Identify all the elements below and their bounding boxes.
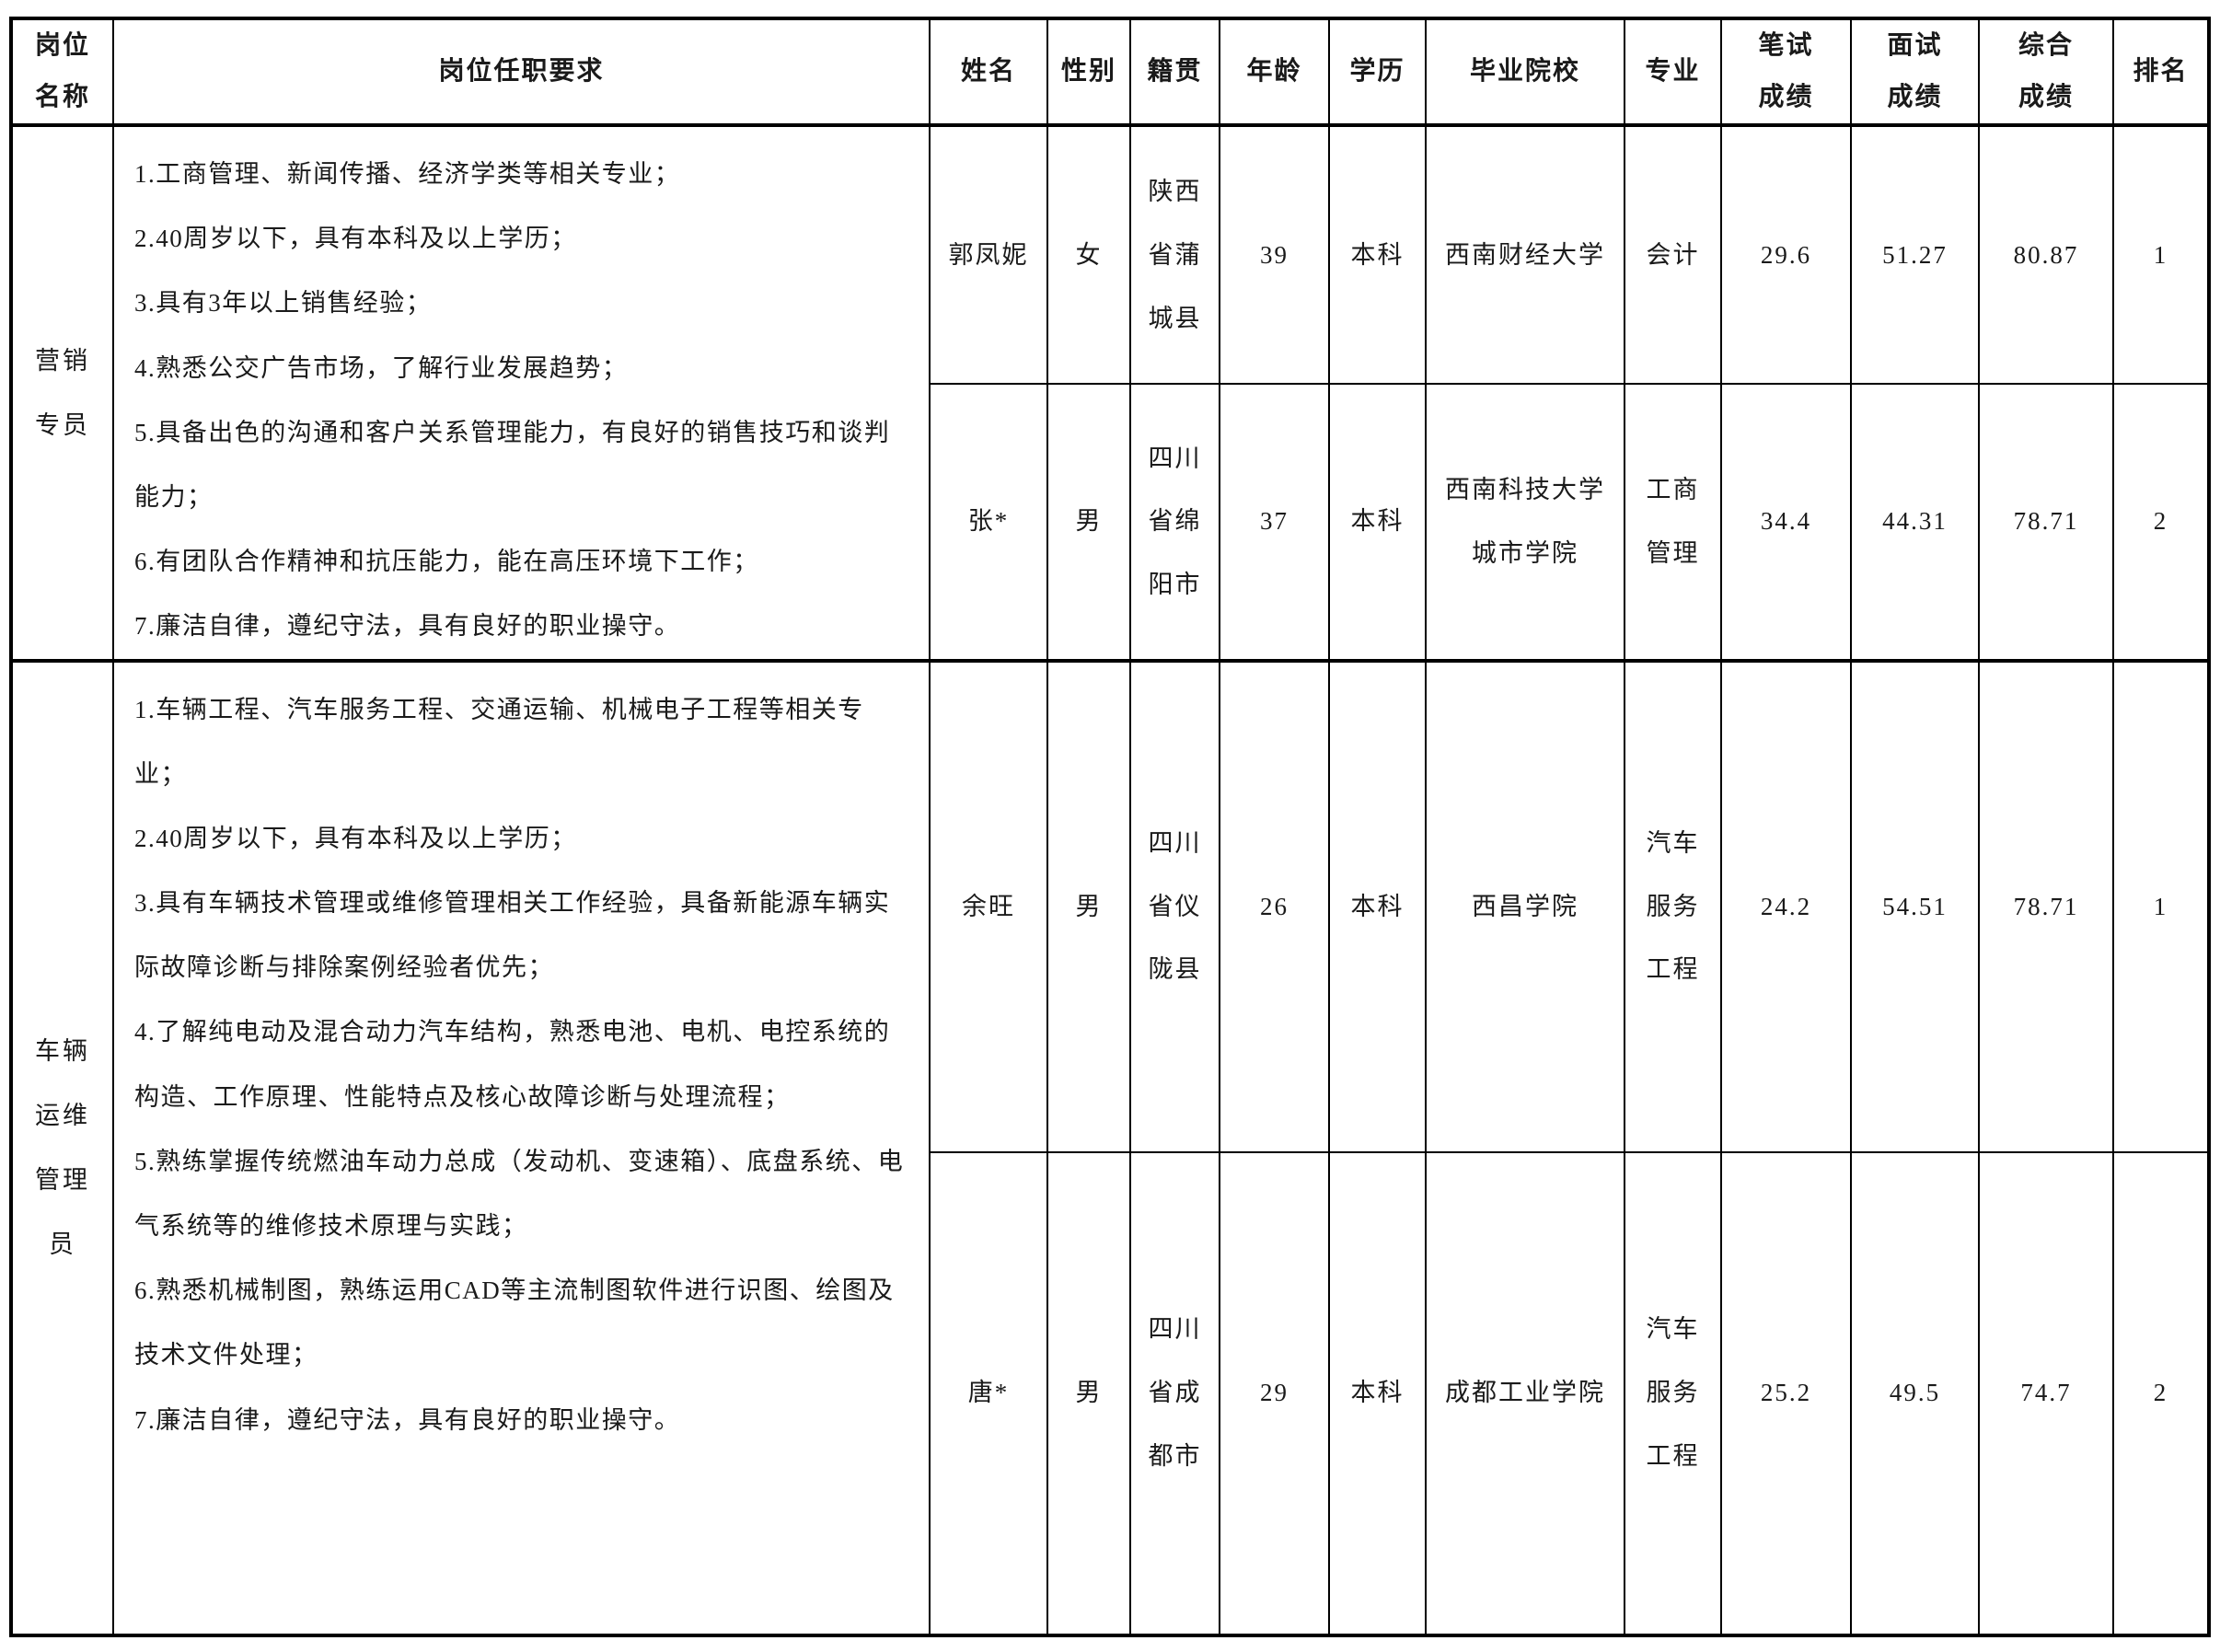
rank-cell: 1 [2112,123,2210,386]
major-cell: 汽车 服务 工程 [1624,658,1722,1153]
gender-cell: 男 [1046,383,1131,662]
requirement-item: 1.工商管理、新闻传播、经济学类等相关专业； [134,160,681,188]
requirement-item: 5.具备出色的沟通和客户关系管理能力，有良好的销售技巧和谈判能力； [134,418,891,511]
header-row: 岗位 名称 岗位任职要求 姓名 性别 籍贯 年龄 学历 毕业院校 专业 笔试 成… [10,17,2210,127]
header-rank: 排名 [2112,17,2210,127]
requirement-item: 6.熟悉机械制图，熟练运用CAD等主流制图软件进行识图、绘图及技术文件处理； [134,1277,895,1369]
rank-cell: 2 [2112,1150,2210,1636]
composite-score-cell: 78.71 [1978,383,2114,662]
education-cell: 本科 [1328,1150,1427,1636]
gender-cell: 男 [1046,658,1131,1153]
hometown-cell: 陕西 省蒲 城县 [1129,123,1220,386]
requirement-item: 1.车辆工程、汽车服务工程、交通运输、机械电子工程等相关专业； [134,695,864,788]
interview-score-cell: 44.31 [1850,383,1980,662]
school-cell: 成都工业学院 [1425,1150,1625,1636]
header-hometown: 籍贯 [1129,17,1220,127]
interview-score-cell: 49.5 [1850,1150,1980,1636]
requirement-item: 6.有团队合作精神和抗压能力，能在高压环境下工作； [134,548,759,576]
header-requirements: 岗位任职要求 [112,17,931,127]
gender-cell: 男 [1046,1150,1131,1636]
school-cell: 西南科技大学 城市学院 [1425,383,1625,662]
composite-score-cell: 80.87 [1978,123,2114,386]
recruitment-score-table: 岗位 名称 岗位任职要求 姓名 性别 籍贯 年龄 学历 毕业院校 专业 笔试 成… [9,17,2211,1637]
major-cell: 会计 [1624,123,1722,386]
education-cell: 本科 [1328,658,1427,1153]
header-name: 姓名 [929,17,1048,127]
header-major: 专业 [1624,17,1722,127]
requirement-item: 4.熟悉公交广告市场，了解行业发展趋势； [134,353,629,382]
major-cell: 工商 管理 [1624,383,1722,662]
header-written-score: 笔试 成绩 [1720,17,1852,127]
school-cell: 西南财经大学 [1425,123,1625,386]
requirement-item: 2.40周岁以下，具有本科及以上学历； [134,225,577,253]
age-cell: 39 [1219,123,1330,386]
interview-score-cell: 51.27 [1850,123,1980,386]
candidate-row: 营销 专员 1.工商管理、新闻传播、经济学类等相关专业； 2.40周岁以下，具有… [10,123,2210,662]
age-cell: 37 [1219,383,1330,662]
header-gender: 性别 [1046,17,1131,127]
job-requirements-cell: 1.车辆工程、汽车服务工程、交通运输、机械电子工程等相关专业； 2.40周岁以下… [112,658,931,1636]
requirement-item: 3.具有车辆技术管理或维修管理相关工作经验，具备新能源车辆实际故障诊断与排除案例… [134,889,891,982]
age-cell: 29 [1219,1150,1330,1636]
requirement-item: 4.了解纯电动及混合动力汽车结构，熟悉电池、电机、电控系统的构造、工作原理、性能… [134,1018,891,1111]
header-composite-score: 综合 成绩 [1978,17,2114,127]
rank-cell: 2 [2112,383,2210,662]
header-interview-score: 面试 成绩 [1850,17,1980,127]
candidate-row: 唐* 男 四川 省成 都市 29 本科 成都工业学院 汽车 服务 工程 25.2… [11,1150,2210,1636]
school-cell: 西昌学院 [1425,658,1625,1153]
composite-score-cell: 74.7 [1978,1150,2114,1636]
header-job-title: 岗位 名称 [10,17,114,127]
job-title-cell: 车辆 运维 管理 员 [10,658,114,1636]
candidate-row: 车辆 运维 管理 员 1.车辆工程、汽车服务工程、交通运输、机械电子工程等相关专… [10,658,2210,1636]
requirement-item: 5.熟练掌握传统燃油车动力总成（发动机、变速箱）、底盘系统、电气系统等的维修技术… [134,1147,905,1240]
requirement-item: 7.廉洁自律，遵纪守法，具有良好的职业操守。 [134,612,681,641]
major-cell: 汽车 服务 工程 [1624,1150,1722,1636]
candidate-row: 张* 男 四川 省绵 阳市 37 本科 西南科技大学 城市学院 工商 管理 34… [11,383,2210,662]
job-requirements-cell: 1.工商管理、新闻传播、经济学类等相关专业； 2.40周岁以下，具有本科及以上学… [112,124,931,662]
requirement-item: 7.廉洁自律，遵纪守法，具有良好的职业操守。 [134,1405,681,1434]
requirement-item: 3.具有3年以上销售经验； [134,289,433,318]
name-cell: 余旺 [929,658,1048,1153]
header-education: 学历 [1328,17,1427,127]
hometown-cell: 四川 省仪 陇县 [1129,658,1220,1153]
interview-score-cell: 54.51 [1850,658,1980,1153]
rank-cell: 1 [2112,658,2210,1153]
written-score-cell: 24.2 [1720,658,1852,1153]
composite-score-cell: 78.71 [1978,658,2114,1153]
name-cell: 张* [929,383,1048,662]
education-cell: 本科 [1328,123,1427,386]
name-cell: 郭凤妮 [929,123,1048,386]
written-score-cell: 29.6 [1720,123,1852,386]
written-score-cell: 25.2 [1720,1150,1852,1636]
header-age: 年龄 [1219,17,1330,127]
written-score-cell: 34.4 [1720,383,1852,662]
education-cell: 本科 [1328,383,1427,662]
age-cell: 26 [1219,658,1330,1153]
requirement-item: 2.40周岁以下，具有本科及以上学历； [134,824,577,852]
hometown-cell: 四川 省绵 阳市 [1129,383,1220,662]
hometown-cell: 四川 省成 都市 [1129,1150,1220,1636]
header-school: 毕业院校 [1425,17,1625,127]
name-cell: 唐* [929,1150,1048,1636]
job-title-cell: 营销 专员 [10,124,114,662]
gender-cell: 女 [1046,123,1131,386]
